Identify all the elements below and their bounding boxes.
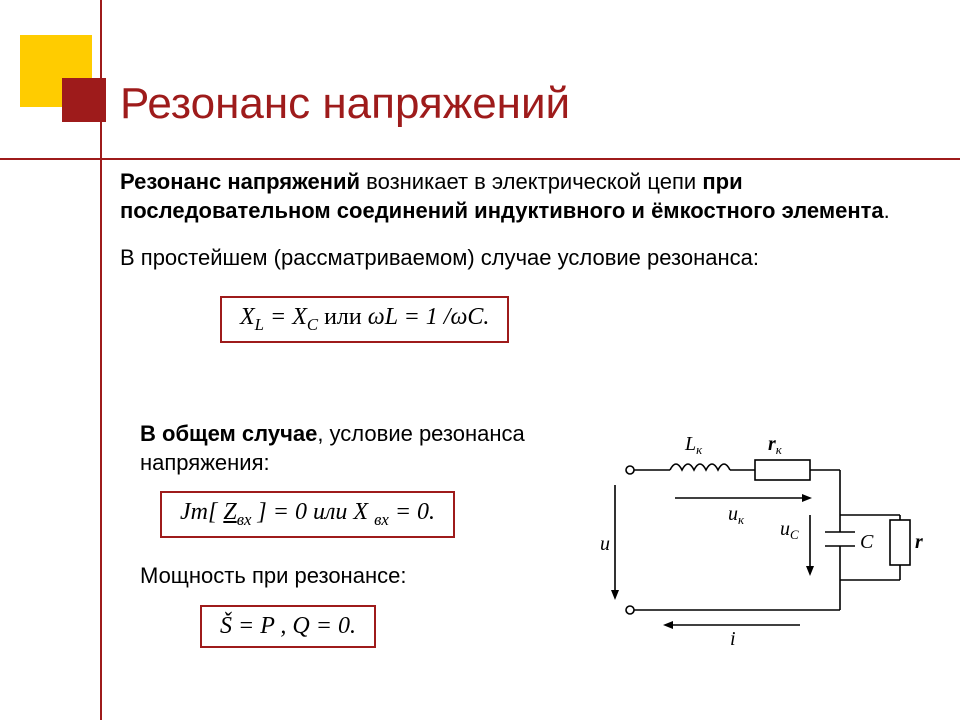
lbl-uc-sub: C [790, 527, 799, 542]
f2-z: Z [223, 499, 236, 525]
svg-text:Lк: Lк [684, 433, 703, 457]
f1-xl: X [240, 304, 255, 330]
f1-xl-sub: L [255, 315, 264, 334]
f1-eq: = X [264, 304, 307, 330]
svg-text:uC: uC [780, 518, 799, 542]
def-mid: возникает в электрической цепи [360, 169, 702, 194]
f1-or: или [318, 304, 368, 330]
paragraph-simple-case: В простейшем (рассматриваемом) случае ус… [120, 244, 920, 273]
term-resonance: Резонанс напряжений [120, 169, 360, 194]
f1-wl: ωL = 1 /ωC. [368, 304, 490, 330]
svg-text:rк: rк [768, 433, 783, 457]
lbl-uk-sub: к [738, 512, 745, 527]
paragraph-definition: Резонанс напряжений возникает в электрич… [120, 168, 920, 225]
f2-x-sub: вх [374, 510, 389, 529]
slide-title: Резонанс напряжений [120, 80, 920, 128]
svg-text:uк: uк [728, 503, 745, 527]
lbl-rk-sub: к [776, 442, 783, 457]
deco-vertical-line [100, 0, 102, 720]
formula-power: Š = P , Q = 0. [200, 605, 376, 648]
f2-mid: ] = 0 или X [251, 499, 374, 525]
formula-resonance-condition: XL = XC или ωL = 1 /ωC. [220, 296, 509, 343]
formula-general-condition: Jm[ Zвх ] = 0 или X вх = 0. [160, 491, 455, 538]
f1-xc-sub: C [307, 315, 318, 334]
f2-z-sub: вх [237, 510, 252, 529]
lbl-u: u [600, 533, 610, 555]
lbl-Lk: L [684, 433, 696, 455]
f2-tail: = 0. [389, 499, 435, 525]
gen-lead: В общем случае [140, 421, 317, 446]
lbl-uk: u [728, 503, 738, 525]
lbl-uc: u [780, 518, 790, 540]
lbl-i: i [730, 628, 736, 650]
circuit-diagram: Lк rк u uк uC C r i [600, 420, 930, 650]
lbl-r: r [915, 531, 923, 553]
lbl-rk: r [768, 433, 776, 455]
paragraph-power: Мощность при резонансе: [140, 562, 590, 591]
f2-jm: Jm[ [180, 499, 223, 525]
lbl-C: C [860, 531, 874, 553]
paragraph-general-case: В общем случае, условие резонанса напряж… [140, 420, 590, 477]
def-tail: . [884, 198, 890, 223]
lbl-Lk-sub: к [696, 442, 703, 457]
